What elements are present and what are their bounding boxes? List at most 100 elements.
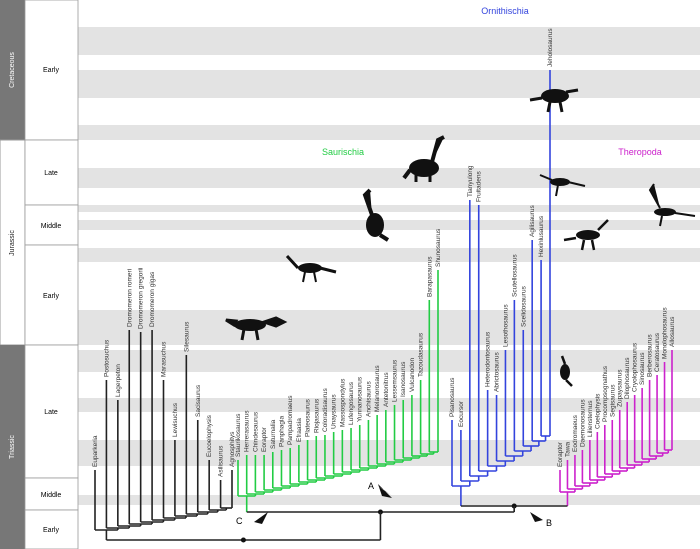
taxon-label: Dilophosaurus [624,357,631,399]
epoch-label: Late [44,170,58,177]
taxon-label: Eoraptor [557,441,564,467]
taxon-label: Agnosphitys [229,431,236,467]
taxon-label: Lufengosaurus [348,381,355,425]
node [240,537,246,543]
taxon-label: Zupaysaurus [617,369,624,407]
taxon-label: Coloradisaurus [322,388,329,432]
epoch-label: Middle [41,223,62,230]
period-box [0,345,25,549]
taxon-label: Sacisaurus [195,384,202,417]
taxon-label: Hexinlusaurus [538,215,545,257]
stage-band [78,350,700,372]
taxon-label: Vulcanodon [409,358,416,392]
taxon-label: Allosaurus [669,316,676,347]
stage-band [78,70,700,98]
stage-band [78,27,700,55]
taxon-label: Lewisuchus [172,402,179,437]
taxon-label: Lagerpeton [115,364,122,397]
taxon-label: Unaysaurus [331,394,338,429]
node-arrows [254,484,543,524]
silhouettes [225,88,696,387]
silhouette [563,219,609,251]
silhouette [648,183,696,227]
taxon-label: Heterodontosaurus [485,331,492,387]
taxon-label: Scelidosaurus [520,285,527,327]
taxon-label: Dromomeron gregorii [138,268,145,329]
clade-label: Ornithischia [481,6,529,16]
epoch-label: Late [44,409,58,416]
taxon-label: Shunosaurus [435,228,442,267]
taxon-label: Plateosaurus [305,398,312,437]
taxon-label: Tawa [564,441,571,457]
epoch-label: Early [43,67,59,74]
taxon-label: Abrictosaurus [494,352,501,392]
taxon-label: Efraasia [296,418,303,442]
taxon-label: Sinosaurus [639,352,646,385]
taxon-label: Cryolophosaurus [632,342,639,392]
taxon-label: Dromomeron gigas [149,271,156,327]
taxon-label: Panphagia [278,416,285,447]
taxon-label: Riojasaurus [313,398,320,433]
taxon-label: Ceratosaurus [654,332,661,372]
taxon-label: Jeholosaurus [547,28,554,67]
taxon-label: Isanosaurus [400,361,407,397]
taxon-label: Euparkeria [92,435,99,467]
stage-band [78,248,700,262]
taxon-label: Saturnalia [270,419,277,449]
tree: Euparkeria Postosuchus Lagerpeton Dromomero… [92,28,676,543]
taxon-label: Berberosaurus [647,334,654,377]
taxon-label: Dromomeron romeri [126,269,133,327]
taxon-label: Agilisaurus [529,204,536,237]
epoch-label: Early [43,527,59,534]
epoch-label: Early [43,293,59,300]
stage-band [78,398,700,412]
taxon-label: Melanorosaurus [374,365,381,412]
stage-bands [78,27,700,505]
clade-label: Saurischia [322,147,364,157]
taxon-label: Herrerasaurus [244,410,251,452]
period-box [0,0,25,140]
period-label: Triassic [9,435,16,459]
node-label: B [546,518,552,528]
taxon-label: Chindesaurus [252,411,259,452]
taxon-label: Segisaurus [609,384,616,417]
taxon-label: Scutellosaurus [511,254,518,297]
silhouette [225,316,288,341]
taxon-label: Lesothosaurus [502,304,509,347]
stage-band [78,310,700,345]
silhouette [539,174,586,197]
epoch-boxes [24,0,79,549]
stage-band [78,220,700,230]
taxon-label: Coelophysis [594,393,601,429]
period-box [0,139,26,346]
silhouette [560,355,573,387]
epoch-label: Middle [41,492,62,499]
taxon-label: Marasuchus [161,341,168,377]
taxon-label: Silesaurus [183,321,190,352]
silhouette [402,135,445,182]
taxon-label: Eoraptor [261,426,268,452]
taxon-label: Antetonitrus [383,372,390,407]
node-label: A [368,481,374,491]
taxon-label: Tazoudasaurus [418,332,425,377]
taxon-label: Eodromaeus [572,414,579,452]
taxon-label: Eucoelophysis [206,414,213,457]
taxon-label: Anchisaurus [365,380,372,417]
taxon-label: Staurikosaurus [235,413,242,457]
period-label: Cretaceous [9,52,16,88]
stage-band [78,168,700,188]
period-label: Jurassic [9,230,16,256]
taxon-label: Massospondylus [339,378,346,427]
silhouette [362,188,390,242]
taxon-label: Asilisaurus [218,445,225,477]
taxon-label: Barapasaurus [426,256,433,297]
silhouette [285,254,337,283]
taxon-label: Liliensternus [587,400,594,437]
clade-label: Theropoda [618,147,662,157]
taxon-label: Procompsognathus [602,365,609,422]
taxon-label: Pisanosaurus [449,377,456,417]
taxon-label: Daemonosaurus [579,399,586,447]
taxon-label: Lessemsaurus [392,359,399,402]
taxon-label: Postosuchus [103,339,110,377]
